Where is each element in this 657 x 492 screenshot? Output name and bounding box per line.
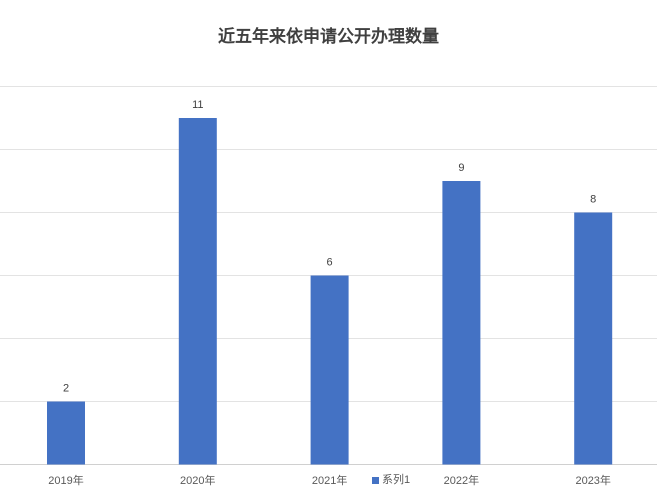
bar bbox=[574, 212, 613, 465]
x-tick-label: 2023年 bbox=[575, 473, 610, 487]
chart-title: 近五年来依申请公开办理数量 bbox=[218, 27, 439, 47]
data-label: 2 bbox=[63, 383, 69, 395]
bar bbox=[178, 118, 217, 465]
data-label: 6 bbox=[327, 257, 333, 269]
legend-label: 系列1 bbox=[382, 474, 411, 486]
bar bbox=[47, 401, 85, 465]
data-label: 11 bbox=[192, 99, 203, 111]
x-tick-label: 2022年 bbox=[444, 473, 479, 487]
bar bbox=[310, 275, 349, 465]
x-tick-label: 2021年 bbox=[312, 473, 347, 487]
legend: 系列1 bbox=[372, 474, 410, 487]
x-tick-label: 2020年 bbox=[180, 473, 215, 487]
legend-swatch bbox=[372, 477, 379, 484]
data-label: 9 bbox=[458, 162, 464, 174]
data-label: 8 bbox=[590, 194, 596, 206]
bar bbox=[442, 181, 481, 465]
x-tick-label: 2019年 bbox=[48, 473, 83, 487]
